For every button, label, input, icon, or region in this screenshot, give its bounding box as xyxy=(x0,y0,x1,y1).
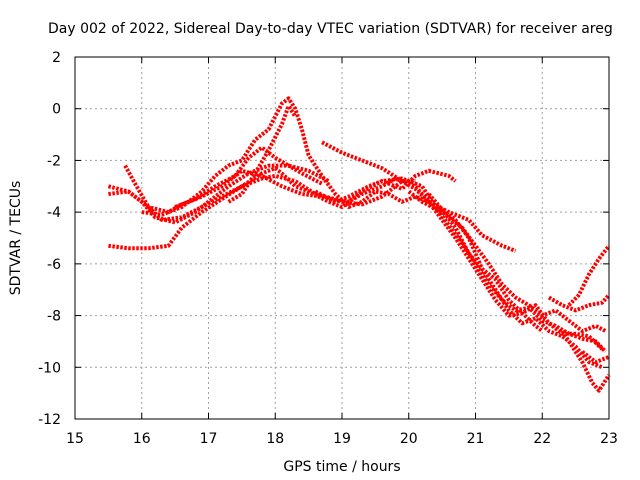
series-line-arc-14 xyxy=(567,244,611,307)
y-tick-label: -2 xyxy=(47,153,61,169)
series-line-arc-10 xyxy=(407,189,607,334)
x-tick-label: 22 xyxy=(533,431,551,447)
x-tick-label: 18 xyxy=(266,431,284,447)
y-tick-label: -12 xyxy=(38,412,61,428)
y-tick-label: -10 xyxy=(38,360,61,376)
y-tick-label: -4 xyxy=(47,205,61,221)
x-tick-label: 20 xyxy=(400,431,418,447)
series-line-arc-8 xyxy=(321,140,517,253)
x-tick-label: 21 xyxy=(467,431,485,447)
y-axis-label: SDTVAR / TECUs xyxy=(8,181,24,296)
plot-frame xyxy=(74,56,610,420)
chart-title: Day 002 of 2022, Sidereal Day-to-day VTE… xyxy=(48,21,613,37)
series-line-arc-5 xyxy=(141,96,604,351)
series-line-arc-13 xyxy=(560,330,611,393)
x-tick-label: 15 xyxy=(66,431,84,447)
series-line-arc-9 xyxy=(314,168,457,204)
y-tick-label: 2 xyxy=(52,50,61,66)
x-tick-label: 17 xyxy=(200,431,218,447)
series-line-arc-12 xyxy=(547,293,611,313)
grid xyxy=(75,57,609,419)
x-tick-label: 16 xyxy=(133,431,151,447)
series-line-arc-6 xyxy=(174,145,330,209)
series-line-arc-15 xyxy=(581,350,610,365)
data-series xyxy=(107,96,611,393)
x-axis-label: GPS time / hours xyxy=(283,459,400,475)
y-tick-label: -6 xyxy=(47,257,61,273)
x-tick-label: 19 xyxy=(333,431,351,447)
y-tick-label: -8 xyxy=(47,309,61,325)
x-tick-label: 23 xyxy=(600,431,618,447)
series-line-arc-11 xyxy=(427,192,544,333)
y-tick-label: 0 xyxy=(52,102,61,118)
